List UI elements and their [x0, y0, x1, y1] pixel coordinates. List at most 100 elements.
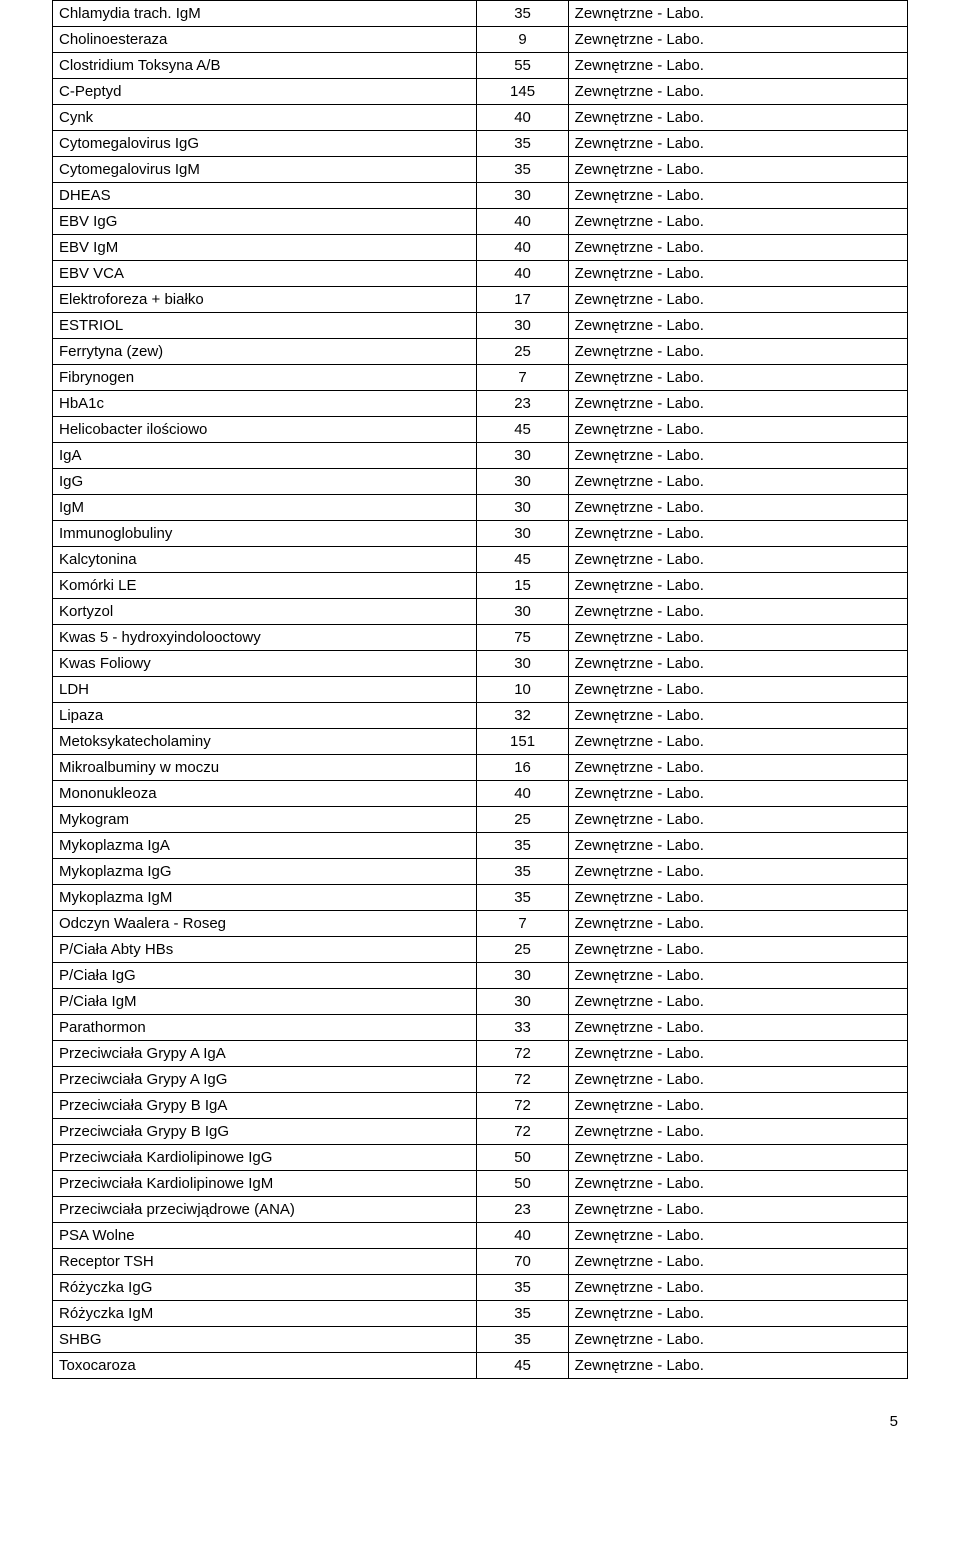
- table-row: Parathormon33Zewnętrzne - Labo.: [53, 1015, 908, 1041]
- table-row: Różyczka IgG35Zewnętrzne - Labo.: [53, 1275, 908, 1301]
- table-row: Przeciwciała Kardiolipinowe IgM50Zewnętr…: [53, 1171, 908, 1197]
- test-value-cell: 32: [477, 703, 568, 729]
- test-source-cell: Zewnętrzne - Labo.: [568, 469, 907, 495]
- test-name-cell: Kalcytonina: [53, 547, 477, 573]
- test-value-cell: 45: [477, 417, 568, 443]
- test-value-cell: 45: [477, 1353, 568, 1379]
- test-source-cell: Zewnętrzne - Labo.: [568, 1249, 907, 1275]
- table-row: Przeciwciała Grypy A IgA72Zewnętrzne - L…: [53, 1041, 908, 1067]
- test-name-cell: PSA Wolne: [53, 1223, 477, 1249]
- test-source-cell: Zewnętrzne - Labo.: [568, 1327, 907, 1353]
- table-row: Cynk40Zewnętrzne - Labo.: [53, 105, 908, 131]
- table-row: Toxocaroza45Zewnętrzne - Labo.: [53, 1353, 908, 1379]
- test-source-cell: Zewnętrzne - Labo.: [568, 1275, 907, 1301]
- table-row: EBV IgM40Zewnętrzne - Labo.: [53, 235, 908, 261]
- test-value-cell: 10: [477, 677, 568, 703]
- test-name-cell: Cholinoesteraza: [53, 27, 477, 53]
- test-name-cell: Przeciwciała Grypy A IgG: [53, 1067, 477, 1093]
- test-source-cell: Zewnętrzne - Labo.: [568, 1301, 907, 1327]
- test-value-cell: 25: [477, 807, 568, 833]
- test-name-cell: Kortyzol: [53, 599, 477, 625]
- table-row: Mykoplazma IgG35Zewnętrzne - Labo.: [53, 859, 908, 885]
- test-source-cell: Zewnętrzne - Labo.: [568, 391, 907, 417]
- test-name-cell: Kwas Foliowy: [53, 651, 477, 677]
- test-name-cell: Komórki LE: [53, 573, 477, 599]
- test-source-cell: Zewnętrzne - Labo.: [568, 885, 907, 911]
- test-source-cell: Zewnętrzne - Labo.: [568, 651, 907, 677]
- table-row: DHEAS30Zewnętrzne - Labo.: [53, 183, 908, 209]
- test-source-cell: Zewnętrzne - Labo.: [568, 781, 907, 807]
- test-value-cell: 70: [477, 1249, 568, 1275]
- test-name-cell: Cytomegalovirus IgM: [53, 157, 477, 183]
- test-source-cell: Zewnętrzne - Labo.: [568, 1223, 907, 1249]
- test-name-cell: Kwas 5 - hydroxyindolooctowy: [53, 625, 477, 651]
- table-row: Mykoplazma IgA35Zewnętrzne - Labo.: [53, 833, 908, 859]
- test-value-cell: 33: [477, 1015, 568, 1041]
- test-name-cell: EBV VCA: [53, 261, 477, 287]
- test-name-cell: Przeciwciała Grypy B IgG: [53, 1119, 477, 1145]
- test-name-cell: Przeciwciała przeciwjądrowe (ANA): [53, 1197, 477, 1223]
- test-value-cell: 40: [477, 105, 568, 131]
- test-source-cell: Zewnętrzne - Labo.: [568, 1119, 907, 1145]
- test-value-cell: 30: [477, 313, 568, 339]
- test-name-cell: LDH: [53, 677, 477, 703]
- test-source-cell: Zewnętrzne - Labo.: [568, 235, 907, 261]
- test-name-cell: Fibrynogen: [53, 365, 477, 391]
- table-row: Ferrytyna (zew)25Zewnętrzne - Labo.: [53, 339, 908, 365]
- page-number: 5: [0, 1379, 960, 1430]
- test-name-cell: ESTRIOL: [53, 313, 477, 339]
- test-source-cell: Zewnętrzne - Labo.: [568, 807, 907, 833]
- test-source-cell: Zewnętrzne - Labo.: [568, 1041, 907, 1067]
- test-source-cell: Zewnętrzne - Labo.: [568, 209, 907, 235]
- test-value-cell: 35: [477, 157, 568, 183]
- test-source-cell: Zewnętrzne - Labo.: [568, 365, 907, 391]
- test-value-cell: 35: [477, 1, 568, 27]
- test-source-cell: Zewnętrzne - Labo.: [568, 27, 907, 53]
- test-value-cell: 35: [477, 885, 568, 911]
- table-row: Kalcytonina45Zewnętrzne - Labo.: [53, 547, 908, 573]
- test-source-cell: Zewnętrzne - Labo.: [568, 911, 907, 937]
- test-value-cell: 50: [477, 1145, 568, 1171]
- test-source-cell: Zewnętrzne - Labo.: [568, 677, 907, 703]
- table-row: Komórki LE15Zewnętrzne - Labo.: [53, 573, 908, 599]
- test-source-cell: Zewnętrzne - Labo.: [568, 1093, 907, 1119]
- test-source-cell: Zewnętrzne - Labo.: [568, 963, 907, 989]
- test-value-cell: 30: [477, 183, 568, 209]
- test-name-cell: Przeciwciała Kardiolipinowe IgG: [53, 1145, 477, 1171]
- test-name-cell: Przeciwciała Kardiolipinowe IgM: [53, 1171, 477, 1197]
- table-row: Elektroforeza + białko17Zewnętrzne - Lab…: [53, 287, 908, 313]
- test-name-cell: Receptor TSH: [53, 1249, 477, 1275]
- test-source-cell: Zewnętrzne - Labo.: [568, 105, 907, 131]
- test-name-cell: Elektroforeza + białko: [53, 287, 477, 313]
- table-row: HbA1c23Zewnętrzne - Labo.: [53, 391, 908, 417]
- table-row: Mykoplazma IgM35Zewnętrzne - Labo.: [53, 885, 908, 911]
- table-row: P/Ciała IgM30Zewnętrzne - Labo.: [53, 989, 908, 1015]
- table-row: Helicobacter ilościowo45Zewnętrzne - Lab…: [53, 417, 908, 443]
- test-source-cell: Zewnętrzne - Labo.: [568, 989, 907, 1015]
- table-row: Cholinoesteraza9Zewnętrzne - Labo.: [53, 27, 908, 53]
- table-row: Kortyzol30Zewnętrzne - Labo.: [53, 599, 908, 625]
- test-name-cell: Mikroalbuminy w moczu: [53, 755, 477, 781]
- table-row: Clostridium Toksyna A/B55Zewnętrzne - La…: [53, 53, 908, 79]
- test-name-cell: Przeciwciała Grypy A IgA: [53, 1041, 477, 1067]
- test-name-cell: Różyczka IgM: [53, 1301, 477, 1327]
- test-source-cell: Zewnętrzne - Labo.: [568, 287, 907, 313]
- test-source-cell: Zewnętrzne - Labo.: [568, 1145, 907, 1171]
- test-name-cell: P/Ciała IgM: [53, 989, 477, 1015]
- test-value-cell: 7: [477, 911, 568, 937]
- table-row: LDH10Zewnętrzne - Labo.: [53, 677, 908, 703]
- test-source-cell: Zewnętrzne - Labo.: [568, 937, 907, 963]
- test-value-cell: 30: [477, 469, 568, 495]
- table-row: Chlamydia trach. IgM35Zewnętrzne - Labo.: [53, 1, 908, 27]
- table-row: Receptor TSH70Zewnętrzne - Labo.: [53, 1249, 908, 1275]
- table-row: EBV IgG40Zewnętrzne - Labo.: [53, 209, 908, 235]
- test-name-cell: EBV IgM: [53, 235, 477, 261]
- test-source-cell: Zewnętrzne - Labo.: [568, 521, 907, 547]
- test-name-cell: Clostridium Toksyna A/B: [53, 53, 477, 79]
- test-value-cell: 45: [477, 547, 568, 573]
- test-name-cell: Parathormon: [53, 1015, 477, 1041]
- table-row: Cytomegalovirus IgG35Zewnętrzne - Labo.: [53, 131, 908, 157]
- test-source-cell: Zewnętrzne - Labo.: [568, 495, 907, 521]
- test-name-cell: Cynk: [53, 105, 477, 131]
- test-name-cell: Przeciwciała Grypy B IgA: [53, 1093, 477, 1119]
